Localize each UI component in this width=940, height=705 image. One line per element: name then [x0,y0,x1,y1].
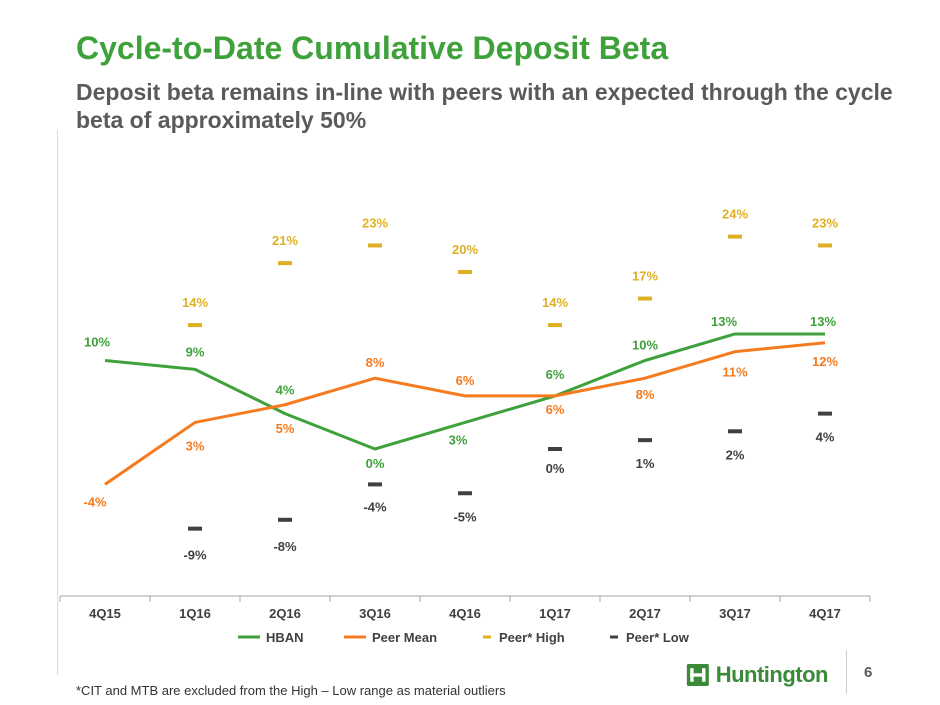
data-label-peer-mean-4q17: 12% [812,354,838,369]
data-label-peer-mean-4q15: -4% [83,494,107,509]
huntington-logo-mark-icon [686,663,709,687]
legend-label-hban: HBAN [266,630,304,645]
data-label-peer-high-2q17: 17% [632,269,658,284]
page-number: 6 [864,664,873,681]
data-label-peer-high-1q16: 14% [182,295,208,310]
series-marks [188,234,832,531]
data-label-hban-4q15: 10% [84,335,110,350]
marker-peer-high-4q17 [818,243,832,248]
legend-swatch-peer-low [610,635,618,639]
huntington-logo: Huntington [686,659,829,691]
marker-peer-low-4q17 [818,411,832,416]
series-lines [104,332,826,486]
deposit-beta-chart: 10% 9% 4% 0% 3% 6% 10% 13% 13% -4% 3% 5% 8% 6% 6% 8% 11%… [59,207,871,645]
page-number-divider [846,650,847,694]
data-label-peer-low-4q16: -5% [453,509,477,524]
data-label-peer-low-3q17: 2% [726,447,745,462]
legend-label-peer-high: Peer* High [499,630,565,645]
marker-peer-high-2q16 [278,261,292,266]
data-label-peer-mean-1q17: 6% [546,402,565,417]
data-label-hban-3q17: 13% [711,314,737,329]
data-label-peer-mean-3q16: 8% [366,355,385,370]
marker-peer-high-3q16 [368,243,382,248]
marker-peer-low-1q16 [188,526,202,531]
data-label-peer-high-4q17: 23% [812,215,838,230]
data-label-hban-2q16: 4% [276,383,295,398]
marker-peer-high-4q16 [458,270,472,274]
marker-peer-low-3q17 [728,429,742,434]
x-tick-label-3q17: 3Q17 [719,606,751,621]
x-tick-label-4q17: 4Q17 [809,606,841,621]
data-labels: 10% 9% 4% 0% 3% 6% 10% 13% 13% -4% 3% 5% 8% 6% 6% 8% 11%… [83,207,838,563]
data-label-peer-mean-2q17: 8% [636,387,655,402]
data-label-peer-low-4q17: 4% [816,430,835,445]
data-label-peer-mean-3q17: 11% [722,365,748,380]
data-label-peer-mean-2q16: 5% [276,421,295,436]
data-label-peer-low-1q16: -9% [183,548,207,563]
data-label-peer-high-4q16: 20% [452,242,478,257]
x-tick-label-1q17: 1Q17 [539,606,571,621]
marker-peer-low-3q16 [368,482,382,487]
marker-peer-low-2q17 [638,438,652,443]
logo-text: Huntington [715,662,829,687]
marker-peer-high-3q17 [728,234,742,239]
data-label-peer-low-2q16: -8% [273,539,297,554]
series-line-peer-mean [104,341,826,486]
page-title: Cycle-to-Date Cumulative Deposit Beta [76,30,669,66]
left-divider [57,130,58,675]
legend-label-peer-low: Peer* Low [626,630,690,645]
data-label-hban-2q17: 10% [632,338,658,353]
data-label-hban-1q17: 6% [546,367,565,382]
marker-peer-high-2q17 [638,296,652,301]
data-label-peer-high-3q16: 23% [362,215,388,230]
x-axis: 4Q15 1Q16 2Q16 3Q16 4Q16 1Q17 2Q17 3Q17 4Q17 [59,595,871,621]
legend-label-peer-mean: Peer Mean [372,630,437,645]
data-label-peer-mean-4q16: 6% [456,373,475,388]
data-label-hban-1q16: 9% [186,344,205,359]
data-label-hban-4q17: 13% [810,314,836,329]
data-label-peer-high-2q16: 21% [272,233,298,248]
data-label-peer-low-3q16: -4% [363,499,387,514]
data-label-hban-3q16: 0% [366,456,385,471]
x-tick-label-2q17: 2Q17 [629,606,661,621]
legend-swatch-peer-high [483,635,491,639]
series-line-hban [104,332,825,451]
legend: HBAN Peer Mean Peer* High Peer* Low [238,630,690,645]
data-label-hban-4q16: 3% [449,432,468,447]
x-tick-label-1q16: 1Q16 [179,606,211,621]
data-label-peer-high-1q17: 14% [542,295,568,310]
data-label-peer-low-2q17: 1% [636,456,655,471]
x-tick-label-2q16: 2Q16 [269,606,301,621]
data-label-peer-high-3q17: 24% [722,207,748,222]
footnote: *CIT and MTB are excluded from the High … [76,683,506,698]
data-label-peer-low-1q17: 0% [546,461,565,476]
page-subtitle: Deposit beta remains in-line with peers … [76,79,893,133]
x-tick-label-3q16: 3Q16 [359,606,391,621]
x-tick-label-4q15: 4Q15 [89,606,121,621]
x-tick-label-4q16: 4Q16 [449,606,481,621]
marker-peer-high-1q16 [188,323,202,328]
marker-peer-low-2q16 [278,517,292,522]
marker-peer-low-1q17 [548,447,562,451]
marker-peer-low-4q16 [458,491,472,496]
data-label-peer-mean-1q16: 3% [186,438,205,453]
marker-peer-high-1q17 [548,323,562,328]
